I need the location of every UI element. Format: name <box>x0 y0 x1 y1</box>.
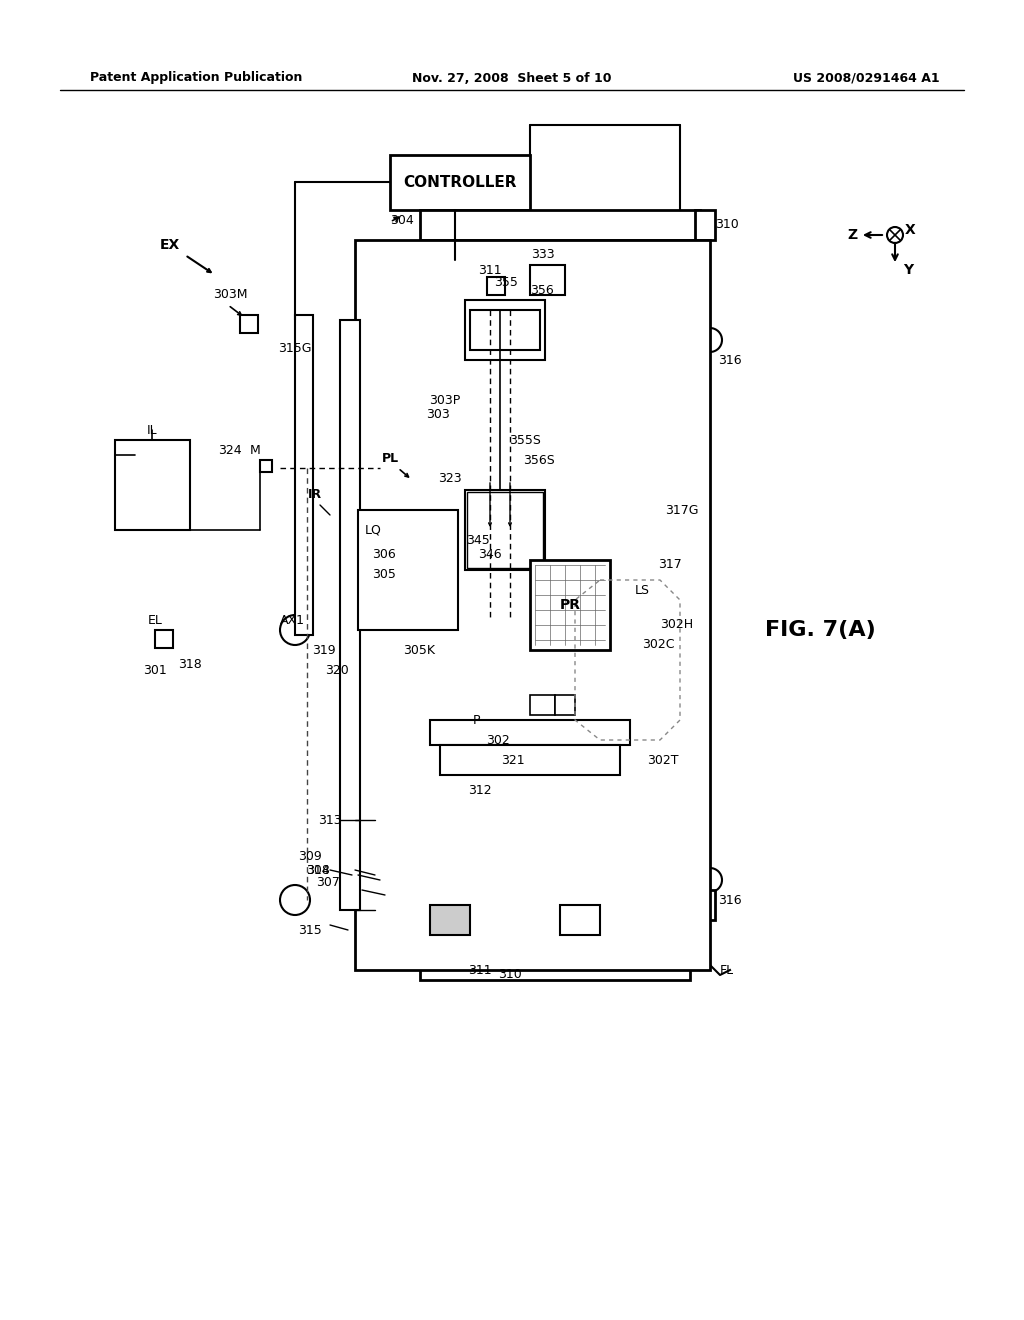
Text: 311: 311 <box>478 264 502 276</box>
Text: 305K: 305K <box>403 644 435 656</box>
Text: IL: IL <box>147 424 158 437</box>
Bar <box>260 459 272 473</box>
Text: PR: PR <box>559 598 581 612</box>
Text: X: X <box>904 223 915 238</box>
Text: 318: 318 <box>178 659 202 672</box>
Text: 356S: 356S <box>523 454 555 466</box>
Text: 346: 346 <box>478 549 502 561</box>
Bar <box>470 310 540 350</box>
Text: 301: 301 <box>143 664 167 676</box>
Text: 314: 314 <box>306 863 330 876</box>
Text: 324: 324 <box>218 444 242 457</box>
Text: 310: 310 <box>498 969 522 982</box>
Text: 317G: 317G <box>665 503 698 516</box>
Text: 303P: 303P <box>429 393 460 407</box>
Text: LS: LS <box>635 583 650 597</box>
Text: Patent Application Publication: Patent Application Publication <box>90 71 302 84</box>
Text: PL: PL <box>381 451 398 465</box>
Text: 304: 304 <box>390 214 414 227</box>
Text: 307: 307 <box>316 876 340 890</box>
Bar <box>295 315 313 635</box>
Text: 309: 309 <box>298 850 322 863</box>
Text: 302T: 302T <box>647 754 679 767</box>
Bar <box>390 154 530 210</box>
Text: 303M: 303M <box>213 289 248 301</box>
Text: US 2008/0291464 A1: US 2008/0291464 A1 <box>794 71 940 84</box>
Text: Nov. 27, 2008  Sheet 5 of 10: Nov. 27, 2008 Sheet 5 of 10 <box>413 71 611 84</box>
Text: EL: EL <box>147 614 163 627</box>
Bar <box>465 300 545 360</box>
Bar <box>340 319 360 909</box>
Bar <box>530 696 555 715</box>
Bar <box>430 719 630 744</box>
Text: 303: 303 <box>426 408 450 421</box>
Text: 302C: 302C <box>642 639 675 652</box>
Text: EX: EX <box>160 238 180 252</box>
Text: 316: 316 <box>718 354 741 367</box>
Text: Y: Y <box>903 263 913 277</box>
Bar <box>530 265 565 294</box>
Text: 316: 316 <box>718 894 741 907</box>
Text: 317: 317 <box>658 558 682 572</box>
Text: 355: 355 <box>495 276 518 289</box>
Text: FIG. 7(A): FIG. 7(A) <box>765 620 876 640</box>
Bar <box>487 277 505 294</box>
Text: LQ: LQ <box>365 524 382 536</box>
Text: 321: 321 <box>501 754 525 767</box>
Bar <box>420 210 700 240</box>
Bar <box>695 210 715 240</box>
Text: 312: 312 <box>468 784 492 796</box>
Bar <box>155 630 173 648</box>
Text: 356: 356 <box>530 284 554 297</box>
Bar <box>560 906 600 935</box>
Text: P: P <box>472 714 480 726</box>
Text: 319: 319 <box>312 644 336 656</box>
Text: 345: 345 <box>466 533 490 546</box>
Text: 323: 323 <box>438 471 462 484</box>
Text: 310: 310 <box>715 219 738 231</box>
Text: CONTROLLER: CONTROLLER <box>403 176 517 190</box>
Text: 320: 320 <box>325 664 349 676</box>
Bar <box>420 950 690 979</box>
Text: 306: 306 <box>372 549 395 561</box>
Bar <box>695 890 715 920</box>
Bar <box>555 696 575 715</box>
Bar <box>440 744 620 775</box>
Bar <box>115 440 190 531</box>
Text: 355S: 355S <box>509 433 541 446</box>
Text: FL: FL <box>720 964 734 977</box>
Text: M: M <box>250 444 260 457</box>
Bar <box>467 492 543 568</box>
Text: IR: IR <box>308 488 323 502</box>
Text: 333: 333 <box>531 248 555 261</box>
Text: 308: 308 <box>306 863 330 876</box>
Text: 315: 315 <box>298 924 322 936</box>
Bar <box>465 490 545 570</box>
Bar <box>240 315 258 333</box>
Bar <box>430 906 470 935</box>
Bar <box>355 240 710 970</box>
Bar <box>530 560 610 649</box>
Bar <box>358 510 458 630</box>
Text: 311: 311 <box>468 964 492 977</box>
Text: Z: Z <box>847 228 857 242</box>
Text: 302: 302 <box>486 734 510 747</box>
Text: 315G: 315G <box>279 342 311 355</box>
Text: AX1: AX1 <box>280 614 305 627</box>
Text: 305: 305 <box>372 569 396 582</box>
Text: 313: 313 <box>318 813 342 826</box>
Text: 302H: 302H <box>660 619 693 631</box>
